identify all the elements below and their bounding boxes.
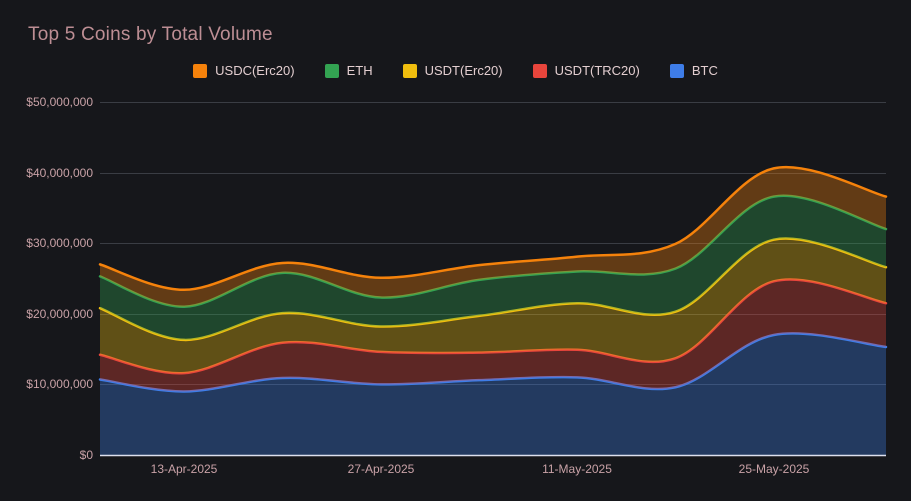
x-tick-label: 27-Apr-2025	[347, 462, 415, 476]
legend-item-label: ETH	[346, 63, 373, 78]
y-tick-label: $0	[79, 448, 93, 462]
legend-swatch-icon	[193, 63, 208, 78]
legend-item-label: USDT(Erc20)	[424, 63, 503, 78]
line-series-eth	[98, 194, 888, 308]
y-tick-label: $40,000,000	[26, 166, 93, 180]
x-tick-label: 11-May-2025	[542, 462, 612, 476]
x-tick-label: 13-Apr-2025	[150, 462, 218, 476]
area-series-btc[interactable]	[100, 333, 886, 455]
y-tick-label: $50,000,000	[26, 95, 93, 109]
legend-item-label: USDT(TRC20)	[554, 63, 640, 78]
line-series-usdc-erc20	[98, 165, 888, 292]
chart-title: Top 5 Coins by Total Volume	[28, 24, 273, 45]
y-tick-label: $20,000,000	[26, 307, 93, 321]
legend-swatch-icon	[402, 63, 417, 78]
line-series-usdt-trc20	[98, 278, 888, 375]
chart-legend: USDC(Erc20) ETH USDT(Erc20) USDT(TRC20) BTC	[0, 63, 911, 78]
legend-item-label: BTC	[691, 63, 718, 78]
legend-item-label: USDC(Erc20)	[215, 63, 295, 78]
area-series-usdt-erc20[interactable]	[100, 238, 886, 374]
line-series-btc	[98, 332, 888, 393]
y-tick-label: $30,000,000	[26, 236, 93, 250]
legend-swatch-icon	[324, 63, 339, 78]
legend-item-usdc-erc20[interactable]: USDC(Erc20)	[193, 63, 295, 78]
legend-swatch-icon	[669, 63, 684, 78]
legend-item-btc[interactable]: BTC	[669, 63, 718, 78]
line-series-usdt-erc20	[98, 237, 888, 342]
x-tick-label: 25-May-2025	[738, 462, 810, 476]
legend-item-eth[interactable]: ETH	[324, 63, 373, 78]
legend-item-usdt-trc20[interactable]: USDT(TRC20)	[532, 63, 640, 78]
legend-item-usdt-erc20[interactable]: USDT(Erc20)	[402, 63, 503, 78]
legend-swatch-icon	[532, 63, 547, 78]
area-series-usdt-trc20[interactable]	[100, 279, 886, 392]
area-series-usdc-erc20[interactable]	[100, 167, 886, 307]
y-tick-label: $10,000,000	[26, 377, 93, 391]
area-series-eth[interactable]	[100, 195, 886, 340]
